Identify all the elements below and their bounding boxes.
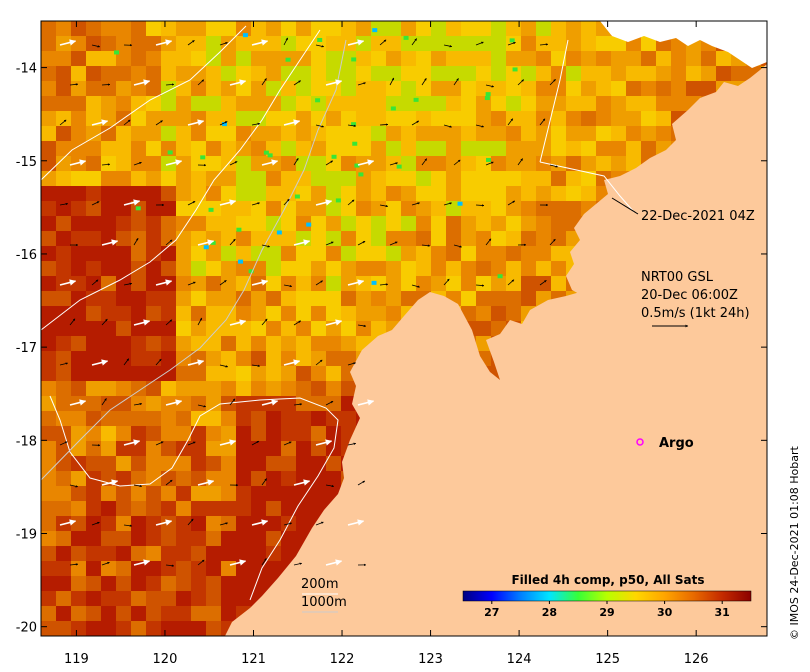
colorbar-tick-label: 30 — [657, 606, 673, 619]
timestamp-pointer — [611, 197, 639, 215]
colorbar-legend: Filled 4h comp, p50, All Sats 27 28 29 30 31 — [458, 572, 756, 626]
y-tick-label: -17 — [16, 341, 37, 356]
argo-marker — [636, 438, 644, 446]
isobath-white-mid — [41, 29, 321, 331]
x-tick-label: 125 — [595, 652, 620, 667]
x-axis: 119 120 121 122 123 124 125 126 — [64, 21, 709, 667]
timestamp-label: 22-Dec-2021 04Z — [641, 209, 755, 224]
x-tick-label: 122 — [330, 652, 355, 667]
colorbar-tick-label: 31 — [715, 606, 730, 619]
x-tick-label: 124 — [507, 652, 532, 667]
x-tick-label: 119 — [64, 652, 89, 667]
model-scale-label: 0.5m/s (1kt 24h) — [641, 306, 750, 321]
credit-text: © IMOS 24-Dec-2021 01:08 Hobart — [788, 445, 801, 640]
land-mass — [225, 21, 767, 636]
y-tick-label: -20 — [16, 621, 37, 636]
isobath-white-north — [41, 25, 247, 181]
y-tick-label: -18 — [16, 434, 37, 449]
legend-title: Filled 4h comp, p50, All Sats — [511, 573, 704, 587]
y-tick-label: -19 — [16, 528, 37, 543]
y-tick-label: -14 — [16, 62, 37, 77]
isobath-200m — [49, 395, 339, 601]
current-vectors — [59, 37, 558, 567]
model-name-label: NRT00 GSL — [641, 270, 714, 285]
y-axis: -14 -15 -16 -17 -18 -19 -20 — [16, 62, 767, 636]
argo-label: Argo — [659, 436, 694, 451]
plot-frame — [40, 20, 768, 637]
x-tick-label: 126 — [684, 652, 709, 667]
colorbar — [462, 590, 752, 602]
model-time-label: 20-Dec 06:00Z — [641, 288, 738, 303]
track-line — [539, 39, 635, 213]
colorbar-tick-label: 27 — [484, 606, 499, 619]
isobath-200m-label: 200m — [301, 577, 338, 592]
isobath-1000m — [41, 39, 347, 481]
cloud-patch — [600, 21, 767, 68]
colorbar-tick-label: 29 — [599, 606, 614, 619]
x-tick-label: 120 — [153, 652, 178, 667]
y-tick-label: -15 — [16, 155, 37, 170]
y-tick-label: -16 — [16, 248, 37, 263]
isobath-1000m-label: 1000m — [301, 595, 347, 610]
x-tick-label: 123 — [418, 652, 443, 667]
colorbar-tick-label: 28 — [542, 606, 557, 619]
x-tick-label: 121 — [241, 652, 266, 667]
